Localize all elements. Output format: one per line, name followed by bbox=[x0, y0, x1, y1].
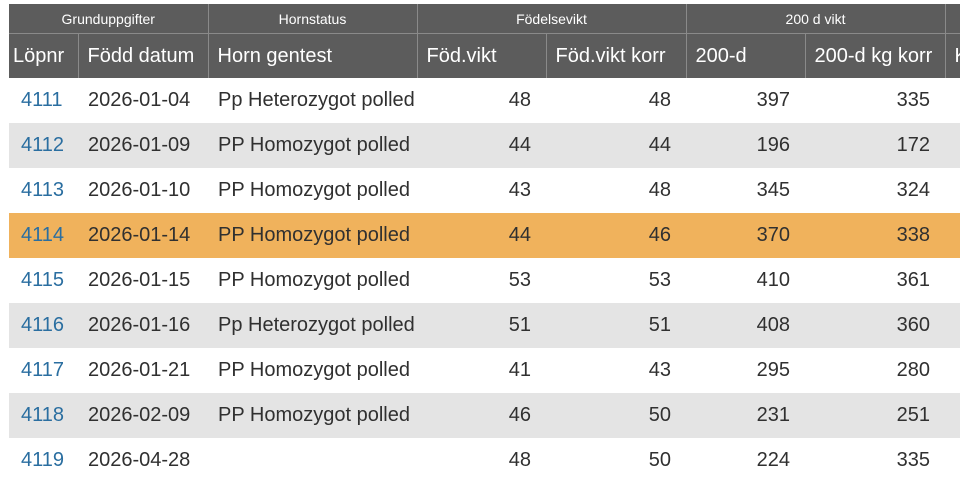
table-row-highlighted[interactable]: 4114 2026-01-14 PP Homozygot polled 44 4… bbox=[9, 213, 960, 258]
column-header-k[interactable]: K bbox=[945, 33, 960, 78]
horn-gentest-cell: PP Homozygot polled bbox=[208, 213, 417, 258]
fod-vikt-korr-cell: 44 bbox=[546, 123, 686, 168]
column-header-lopnr[interactable]: Löpnr bbox=[9, 33, 79, 78]
fod-vikt-korr-cell: 46 bbox=[546, 213, 686, 258]
d200-korr-cell: 338 bbox=[805, 213, 945, 258]
k-cell bbox=[945, 393, 960, 438]
lopnr-link[interactable]: 4116 bbox=[9, 303, 78, 348]
fodd-datum-cell: 2026-01-15 bbox=[78, 258, 208, 303]
fodd-datum-cell: 2026-01-21 bbox=[78, 348, 208, 393]
table-row[interactable]: 4117 2026-01-21 PP Homozygot polled 41 4… bbox=[9, 348, 960, 393]
fodd-datum-cell: 2026-01-09 bbox=[78, 123, 208, 168]
fod-vikt-cell: 51 bbox=[417, 303, 546, 348]
horn-gentest-cell: Pp Heterozygot polled bbox=[208, 303, 417, 348]
fodd-datum-cell: 2026-01-04 bbox=[78, 78, 208, 123]
d200-cell: 224 bbox=[686, 438, 805, 483]
fodd-datum-cell: 2026-01-10 bbox=[78, 168, 208, 213]
fodd-datum-cell: 2026-01-14 bbox=[78, 213, 208, 258]
horn-gentest-cell: PP Homozygot polled bbox=[208, 258, 417, 303]
d200-korr-cell: 280 bbox=[805, 348, 945, 393]
fodd-datum-cell: 2026-04-28 bbox=[78, 438, 208, 483]
fod-vikt-cell: 44 bbox=[417, 123, 546, 168]
fod-vikt-cell: 41 bbox=[417, 348, 546, 393]
k-cell bbox=[945, 303, 960, 348]
group-header-hornstatus: Hornstatus bbox=[208, 4, 418, 34]
horn-gentest-cell: Pp Heterozygot polled bbox=[208, 78, 417, 123]
group-header-row: Grunduppgifter Hornstatus Födelsevikt 20… bbox=[9, 4, 960, 34]
column-header-200d[interactable]: 200-d bbox=[686, 33, 806, 78]
group-header-fodelsevikt: Födelsevikt bbox=[417, 4, 687, 34]
k-cell bbox=[945, 438, 960, 483]
table-row[interactable]: 4119 2026-04-28 48 50 224 335 bbox=[9, 438, 960, 483]
animal-table: Grunduppgifter Hornstatus Födelsevikt 20… bbox=[9, 4, 960, 483]
fodd-datum-cell: 2026-02-09 bbox=[78, 393, 208, 438]
fod-vikt-cell: 53 bbox=[417, 258, 546, 303]
d200-cell: 408 bbox=[686, 303, 805, 348]
lopnr-link[interactable]: 4117 bbox=[9, 348, 78, 393]
horn-gentest-cell: PP Homozygot polled bbox=[208, 348, 417, 393]
d200-cell: 196 bbox=[686, 123, 805, 168]
fod-vikt-korr-cell: 51 bbox=[546, 303, 686, 348]
table-row[interactable]: 4112 2026-01-09 PP Homozygot polled 44 4… bbox=[9, 123, 960, 168]
d200-cell: 345 bbox=[686, 168, 805, 213]
d200-korr-cell: 324 bbox=[805, 168, 945, 213]
group-header-200d-vikt: 200 d vikt bbox=[686, 4, 946, 34]
column-header-row: Löpnr Född datum Horn gentest Föd.vikt F… bbox=[9, 33, 960, 78]
horn-gentest-cell bbox=[208, 438, 417, 483]
d200-korr-cell: 251 bbox=[805, 393, 945, 438]
d200-cell: 231 bbox=[686, 393, 805, 438]
column-header-fod-vikt[interactable]: Föd.vikt bbox=[417, 33, 547, 78]
column-header-fod-vikt-korr[interactable]: Föd.vikt korr bbox=[546, 33, 687, 78]
fod-vikt-korr-cell: 50 bbox=[546, 393, 686, 438]
lopnr-link[interactable]: 4115 bbox=[9, 258, 78, 303]
d200-cell: 410 bbox=[686, 258, 805, 303]
horn-gentest-cell: PP Homozygot polled bbox=[208, 168, 417, 213]
table-row[interactable]: 4116 2026-01-16 Pp Heterozygot polled 51… bbox=[9, 303, 960, 348]
k-cell bbox=[945, 213, 960, 258]
d200-korr-cell: 360 bbox=[805, 303, 945, 348]
column-header-200d-kg-korr[interactable]: 200-d kg korr bbox=[805, 33, 946, 78]
d200-cell: 370 bbox=[686, 213, 805, 258]
k-cell bbox=[945, 78, 960, 123]
group-header-grunduppgifter: Grunduppgifter bbox=[9, 4, 209, 34]
fod-vikt-korr-cell: 48 bbox=[546, 78, 686, 123]
horn-gentest-cell: PP Homozygot polled bbox=[208, 393, 417, 438]
d200-korr-cell: 335 bbox=[805, 438, 945, 483]
lopnr-link[interactable]: 4118 bbox=[9, 393, 78, 438]
fod-vikt-cell: 43 bbox=[417, 168, 546, 213]
fodd-datum-cell: 2026-01-16 bbox=[78, 303, 208, 348]
column-header-horn-gentest[interactable]: Horn gentest bbox=[208, 33, 418, 78]
d200-korr-cell: 335 bbox=[805, 78, 945, 123]
lopnr-link[interactable]: 4114 bbox=[9, 213, 78, 258]
table-row[interactable]: 4115 2026-01-15 PP Homozygot polled 53 5… bbox=[9, 258, 960, 303]
horn-gentest-cell: PP Homozygot polled bbox=[208, 123, 417, 168]
fod-vikt-korr-cell: 43 bbox=[546, 348, 686, 393]
d200-cell: 295 bbox=[686, 348, 805, 393]
table-row[interactable]: 4118 2026-02-09 PP Homozygot polled 46 5… bbox=[9, 393, 960, 438]
k-cell bbox=[945, 348, 960, 393]
d200-korr-cell: 361 bbox=[805, 258, 945, 303]
lopnr-link[interactable]: 4112 bbox=[9, 123, 78, 168]
fod-vikt-cell: 48 bbox=[417, 438, 546, 483]
k-cell bbox=[945, 168, 960, 213]
fod-vikt-korr-cell: 48 bbox=[546, 168, 686, 213]
fod-vikt-cell: 46 bbox=[417, 393, 546, 438]
d200-cell: 397 bbox=[686, 78, 805, 123]
fod-vikt-korr-cell: 50 bbox=[546, 438, 686, 483]
k-cell bbox=[945, 123, 960, 168]
lopnr-link[interactable]: 4111 bbox=[9, 78, 78, 123]
group-header-extra bbox=[945, 4, 960, 34]
table-row[interactable]: 4113 2026-01-10 PP Homozygot polled 43 4… bbox=[9, 168, 960, 213]
lopnr-link[interactable]: 4119 bbox=[9, 438, 78, 483]
fod-vikt-korr-cell: 53 bbox=[546, 258, 686, 303]
d200-korr-cell: 172 bbox=[805, 123, 945, 168]
k-cell bbox=[945, 258, 960, 303]
table-row[interactable]: 4111 2026-01-04 Pp Heterozygot polled 48… bbox=[9, 78, 960, 123]
fod-vikt-cell: 48 bbox=[417, 78, 546, 123]
lopnr-link[interactable]: 4113 bbox=[9, 168, 78, 213]
fod-vikt-cell: 44 bbox=[417, 213, 546, 258]
column-header-fodd-datum[interactable]: Född datum bbox=[78, 33, 209, 78]
